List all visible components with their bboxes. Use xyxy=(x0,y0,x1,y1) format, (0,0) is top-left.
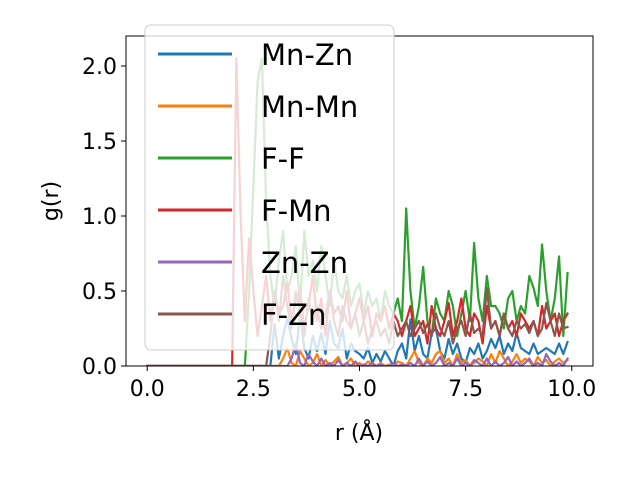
legend-label-zn-zn: Zn-Zn xyxy=(261,246,348,280)
y-tick-label: 1.5 xyxy=(82,130,117,155)
legend-label-f-f: F-F xyxy=(261,142,305,176)
series-line-mn-zn xyxy=(146,312,569,366)
y-tick-label: 0.5 xyxy=(82,280,117,305)
legend-label-mn-zn: Mn-Zn xyxy=(261,38,353,72)
x-axis-label: r (Å) xyxy=(335,419,383,446)
legend-label-f-mn: F-Mn xyxy=(261,194,332,228)
series-line-zn-zn xyxy=(146,342,570,366)
y-tick-label: 2.0 xyxy=(82,55,117,80)
x-tick-label: 2.5 xyxy=(236,377,271,402)
x-tick-label: 10.0 xyxy=(547,377,596,402)
x-tick-label: 7.5 xyxy=(448,377,483,402)
x-tick-label: 0.0 xyxy=(130,377,165,402)
x-axis-ticks: 0.0 2.5 5.0 7.5 10.0 xyxy=(130,366,596,402)
y-tick-label: 0.0 xyxy=(82,355,117,380)
x-tick-label: 5.0 xyxy=(342,377,377,402)
y-tick-label: 1.0 xyxy=(82,205,117,230)
legend-label-f-zn: F-Zn xyxy=(261,298,326,332)
legend-label-mn-mn: Mn-Mn xyxy=(261,90,358,124)
y-axis-ticks: 0.0 0.5 1.0 1.5 2.0 xyxy=(82,55,126,380)
y-axis-label: g(r) xyxy=(39,181,64,221)
legend: Mn-Zn Mn-Mn F-F F-Mn Zn-Zn F-Zn xyxy=(144,24,395,351)
